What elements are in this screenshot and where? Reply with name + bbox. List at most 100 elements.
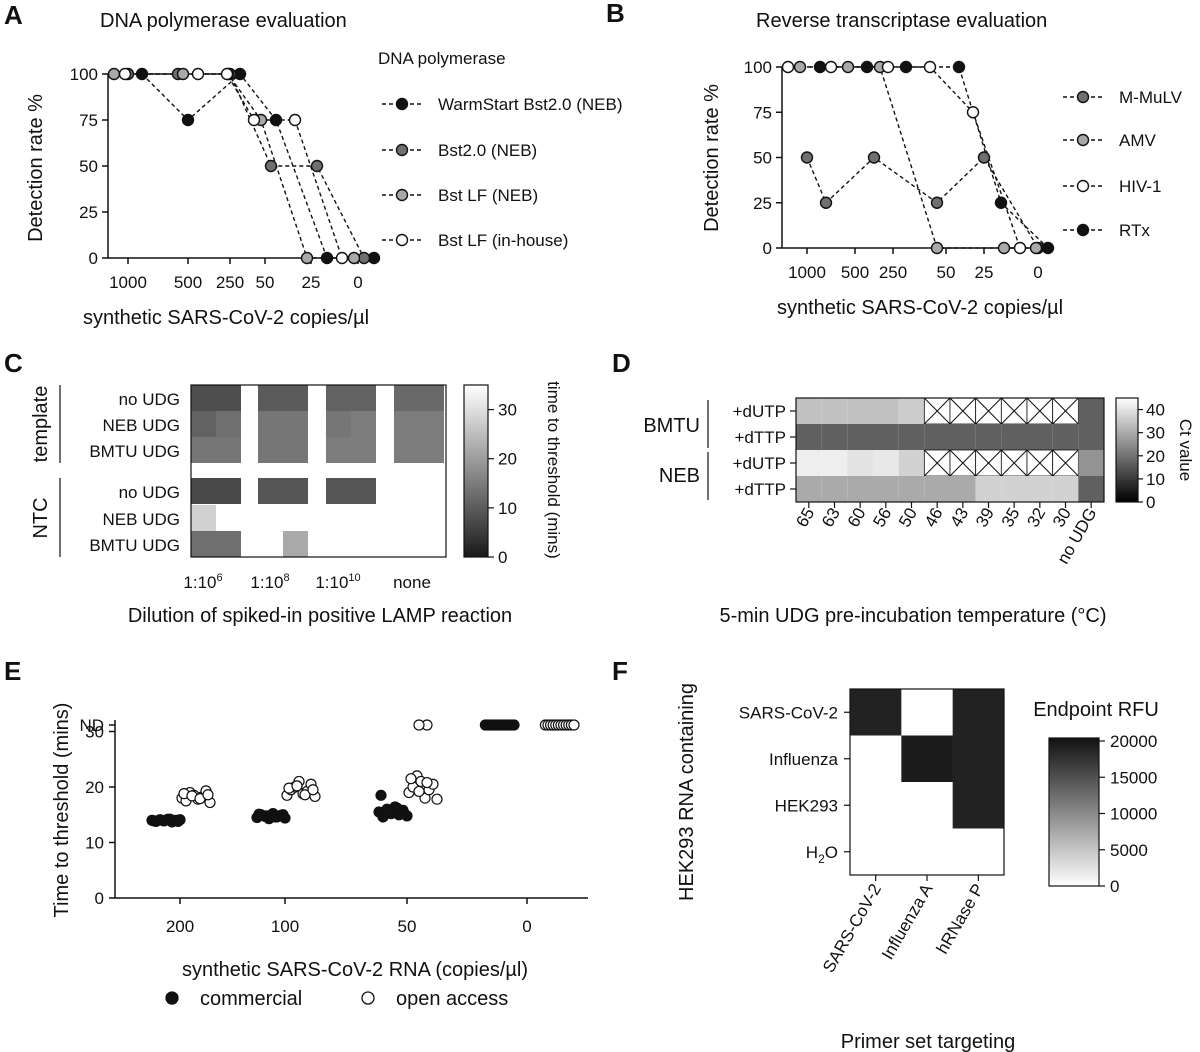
panel-e-point [172, 815, 184, 828]
panel-d-cross [949, 449, 977, 477]
panel-c-group-ntc: NTC [30, 497, 52, 538]
a-point [347, 251, 361, 265]
b-series-line-0 [806, 156, 1039, 249]
panel-letter-e: E [4, 656, 21, 686]
b-legend-label: AMV [1119, 131, 1157, 150]
a-legend-label: Bst LF (NEB) [438, 186, 538, 205]
panel-e-legend-marker [361, 991, 375, 1005]
a-xtick-label: 50 [256, 273, 275, 292]
panel-d-col-label: 46 [921, 505, 947, 531]
a-legend-label: Bst LF (in-house) [438, 231, 568, 250]
panel-d-group-neb: NEB [659, 465, 700, 487]
panel-d-cell [821, 424, 848, 450]
b-point [819, 196, 833, 209]
b-point [994, 196, 1008, 209]
panel-c-cell [216, 531, 241, 557]
panel-c-cell [191, 478, 216, 504]
panel-c-cell [394, 411, 419, 437]
panel-e-point [299, 789, 311, 801]
panel-c-cell [326, 478, 351, 504]
panel-d-cell [796, 424, 822, 450]
panel-c-row-label: BMTU UDG [89, 536, 180, 555]
a-point [118, 67, 132, 81]
b-point [930, 196, 944, 209]
panel-d-cross [1052, 397, 1079, 425]
panel-e-point [399, 808, 411, 820]
panel-c-colorbar-label: time to threshold (mins) [544, 381, 563, 559]
a-point [335, 251, 349, 265]
panel-d-row-label: +dTTP [735, 428, 787, 447]
panel-d-cell [873, 450, 899, 476]
panel-e-point [391, 802, 403, 814]
b-point [1029, 241, 1043, 255]
panel-f-row-label: H2O [806, 843, 838, 866]
panel-f-col-label: Influenza A [878, 880, 937, 963]
panel-f-colorbar-tick-label: 10000 [1110, 805, 1157, 824]
b-point [813, 60, 827, 74]
a-point [300, 251, 314, 265]
panel-e-point [568, 719, 580, 731]
b-series-line-3 [820, 66, 1049, 249]
b-point [781, 60, 795, 74]
panel-d-cell [821, 450, 848, 476]
a-series-line-3 [125, 73, 343, 259]
panel-e-point [413, 719, 425, 731]
panel-d-xlabel: 5-min UDG pre-incubation temperature (°C… [719, 605, 1106, 627]
panel-d-cell [821, 476, 848, 502]
panel-c-cell [216, 385, 241, 411]
a-point [264, 159, 278, 173]
a-point [288, 113, 302, 127]
panel-f-xlabel: Primer set targeting [841, 1031, 1016, 1052]
panel-d-cell [1078, 450, 1104, 476]
panel-c-col-label: 1:1010 [315, 572, 360, 592]
panel-c-cell [191, 531, 216, 557]
panel-d-col-label: 43 [946, 505, 972, 531]
panel-d-cell [873, 398, 899, 424]
panel-d-cell [898, 398, 925, 424]
panel-f-cell [901, 782, 953, 829]
panel-e-point [508, 719, 520, 731]
panel-f-cell [952, 828, 1005, 876]
panel-d-cell [1001, 476, 1027, 502]
panel-f-cell [850, 828, 902, 876]
b-point [841, 60, 855, 74]
a-legend-marker [395, 188, 409, 202]
a-point [191, 67, 205, 81]
panel-a-title: DNA polymerase evaluation [100, 10, 347, 32]
panel-f-col-label: SARS-CoV-2 [819, 881, 885, 976]
panel-d-cell [847, 476, 873, 502]
panel-d-cell [975, 424, 1002, 450]
panel-letter-c: C [4, 348, 23, 378]
panel-c-cell [419, 411, 444, 437]
panel-d-cell [821, 398, 848, 424]
a-legend-marker [395, 233, 409, 247]
a-ytick-label: 50 [79, 157, 98, 176]
panel-c-xlabel: Dilution of spiked-in positive LAMP reac… [128, 605, 512, 627]
panel-e-legend-label: open access [396, 988, 508, 1010]
panel-c-group-template: template [30, 386, 52, 463]
panel-d-colorbar-tick-label: 20 [1146, 447, 1165, 466]
a-legend-label: Bst2.0 (NEB) [438, 141, 537, 160]
panel-d-cell [796, 398, 822, 424]
b-legend-marker [1076, 90, 1090, 104]
panel-d-colorbar [1115, 397, 1139, 503]
panel-f-row-label: HEK293 [775, 796, 838, 815]
panel-c-cell [326, 411, 351, 437]
a-point [220, 67, 234, 81]
panel-d-col-label: 56 [869, 505, 895, 531]
b-ytick-label: 0 [763, 239, 772, 258]
panel-c-cell [419, 385, 444, 411]
panel-f-cell [901, 735, 953, 783]
panel-d-row-label: +dUTP [733, 402, 786, 421]
a-point [310, 159, 324, 173]
b-point [824, 60, 838, 74]
a-xtick-label: 25 [302, 273, 321, 292]
a-legend-marker [395, 143, 409, 157]
panel-f-row-label: Influenza [769, 750, 839, 769]
panel-letter-d: D [612, 348, 631, 378]
panel-d-cell [924, 476, 950, 502]
panel-d-cell [847, 424, 873, 450]
b-point [1041, 241, 1055, 255]
